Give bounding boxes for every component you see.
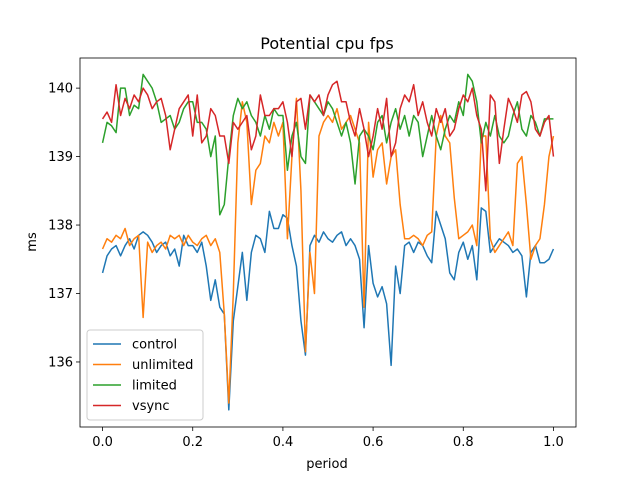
plot-frame	[79, 57, 577, 428]
y-tick-label: 139	[48, 150, 73, 165]
series-line	[101, 80, 555, 192]
y-tick-label: 136	[48, 355, 73, 370]
y-axis-label: ms	[25, 232, 40, 252]
x-tick-label: 1.0	[543, 435, 564, 450]
chart-title: Potential cpu fps	[260, 34, 393, 53]
legend-box	[86, 329, 204, 421]
legend-label: limited	[132, 379, 177, 394]
legend-label: unlimited	[132, 358, 193, 373]
y-tick-label: 140	[48, 82, 73, 97]
x-tick-label: 0.4	[273, 435, 294, 450]
y-tick-label: 137	[48, 287, 73, 302]
legend-label: control	[132, 338, 177, 353]
x-axis-label: period	[306, 457, 347, 472]
legend-label: vsync	[132, 399, 170, 414]
series-line	[101, 97, 555, 404]
series-line	[101, 73, 554, 216]
series-line	[101, 207, 555, 411]
x-tick-label: 0.6	[363, 435, 384, 450]
x-tick-label: 0.0	[92, 435, 113, 450]
x-tick-label: 0.8	[453, 435, 474, 450]
y-tick-label: 138	[48, 219, 73, 234]
x-tick-label: 0.2	[182, 435, 203, 450]
